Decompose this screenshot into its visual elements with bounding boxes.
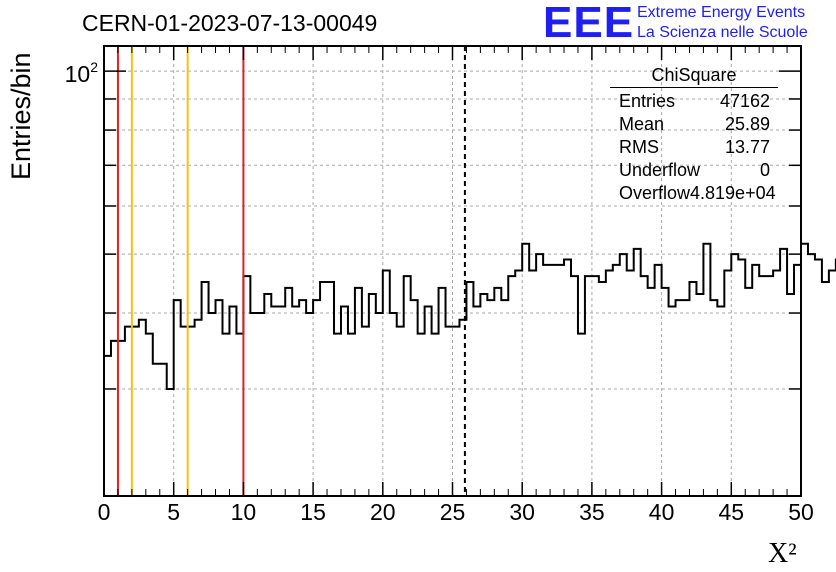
x-tick-labels: 0 5 10 15 20 25 30 35 40 45 50 xyxy=(98,499,814,525)
stats-row-overflow: Overflow 4.819e+04 xyxy=(610,182,778,205)
x-tick-label: 10 xyxy=(231,499,257,525)
histogram-series xyxy=(104,242,836,390)
stats-row-underflow: Underflow 0 xyxy=(610,159,778,182)
stats-value: 47162 xyxy=(719,91,770,111)
x-tick-label: 0 xyxy=(98,499,111,525)
eee-logo: EEE xyxy=(543,0,635,47)
x-tick-label: 5 xyxy=(167,499,180,525)
stats-value: 0 xyxy=(759,160,770,180)
stats-label: Overflow xyxy=(619,183,691,203)
y-tick-label: 102 xyxy=(65,59,99,87)
stats-label: RMS xyxy=(619,137,659,157)
y-axis-label: Entries/bin xyxy=(6,52,36,180)
x-tick-label: 40 xyxy=(649,499,675,525)
x-axis-label: X² xyxy=(768,538,797,569)
stats-box: ChiSquare Entries 47162 Mean 25.89 RMS 1… xyxy=(610,64,778,205)
x-tick-label: 45 xyxy=(719,499,745,525)
stats-row-mean: Mean 25.89 xyxy=(610,113,778,136)
stats-row-entries: Entries 47162 xyxy=(610,90,778,113)
stats-title: ChiSquare xyxy=(610,64,778,88)
x-tick-label: 30 xyxy=(509,499,535,525)
chart-title: CERN-01-2023-07-13-00049 xyxy=(82,10,378,36)
stats-value: 4.819e+04 xyxy=(690,183,776,203)
axis-ticks xyxy=(103,46,802,497)
x-tick-label: 15 xyxy=(300,499,326,525)
stats-value: 25.89 xyxy=(724,114,770,134)
stats-label: Entries xyxy=(619,91,676,111)
stats-label: Underflow xyxy=(619,160,701,180)
logo-subtitle-line2: La Scienza nelle Scuole xyxy=(637,24,808,41)
x-tick-label: 35 xyxy=(579,499,605,525)
stats-row-rms: RMS 13.77 xyxy=(610,136,778,159)
logo-subtitle-line1: Extreme Energy Events xyxy=(637,4,806,21)
x-tick-label: 20 xyxy=(370,499,396,525)
x-tick-label: 25 xyxy=(440,499,466,525)
stats-value: 13.77 xyxy=(724,137,770,157)
reference-lines xyxy=(116,46,466,496)
stats-label: Mean xyxy=(619,114,665,134)
x-tick-label: 50 xyxy=(788,499,814,525)
